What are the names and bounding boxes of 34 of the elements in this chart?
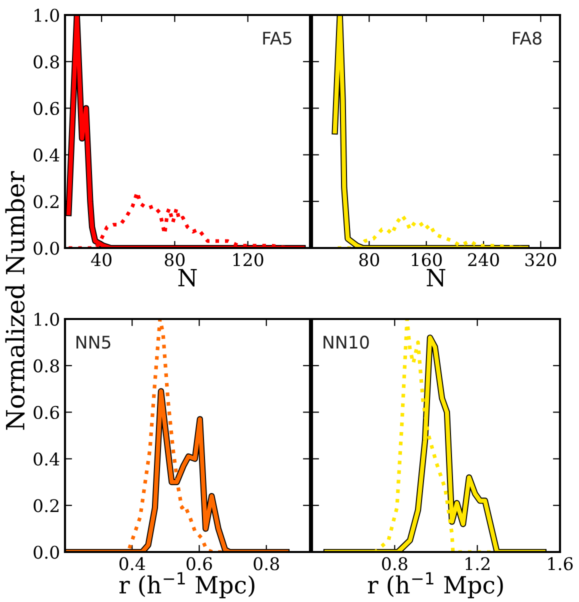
- y-axis-title: Normalized Number: [5, 171, 25, 430]
- y-tick-label: 0.0: [34, 242, 59, 255]
- x-tick-label: 160: [412, 253, 442, 266]
- x-tick-label: 0.4: [119, 557, 146, 570]
- x-axis-title: r (h$^{−1}$ Mpc): [119, 572, 254, 598]
- x-axis-title: N: [178, 269, 197, 287]
- annotation: NN5: [76, 336, 110, 349]
- x-tick-label: 40: [91, 253, 112, 266]
- annotation: NN10: [324, 336, 369, 349]
- annotation: FA5: [263, 32, 292, 45]
- y-tick-label: 0.0: [34, 546, 59, 559]
- y-tick-label: 1.0: [34, 8, 59, 22]
- x-tick-label: 0.6: [186, 557, 212, 570]
- y-tick-label: 0.6: [34, 102, 60, 116]
- x-tick-label: 120: [233, 253, 264, 266]
- x-axis-title: N: [426, 269, 446, 287]
- x-tick-label: 0.8: [382, 557, 408, 570]
- y-tick-label: 0.4: [34, 148, 60, 162]
- x-tick-label: 1.6: [548, 557, 573, 570]
- annotation: FA8: [513, 32, 542, 45]
- y-tick-label: 0.8: [34, 55, 59, 68]
- x-tick-label: 320: [525, 253, 556, 266]
- y-tick-label: 0.6: [34, 406, 60, 420]
- y-tick-label: 0.8: [34, 359, 59, 372]
- x-tick-label: 0.8: [254, 557, 280, 570]
- y-tick-label: 0.2: [34, 195, 58, 208]
- x-tick-label: 80: [359, 253, 380, 266]
- x-tick-label: 240: [468, 253, 499, 266]
- x-axis-title: r (h$^{−1}$ Mpc): [368, 572, 503, 598]
- y-tick-label: 1.0: [34, 312, 59, 326]
- y-tick-label: 0.2: [34, 499, 58, 512]
- x-tick-label: 80: [164, 253, 185, 266]
- y-tick-label: 0.4: [34, 452, 60, 466]
- x-tick-label: 1.2: [466, 557, 490, 570]
